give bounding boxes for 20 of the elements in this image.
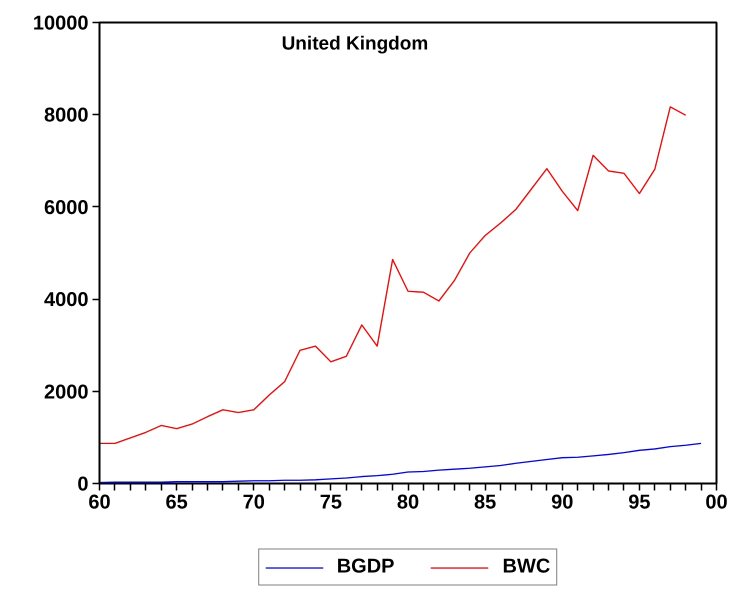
y-tick-label: 4000 (44, 289, 89, 312)
x-tick-label: 60 (88, 492, 111, 514)
x-tick-label: 90 (551, 492, 574, 514)
line-series (100, 442, 702, 484)
x-tick-label: 00 (705, 492, 728, 514)
legend-label: BGDP (336, 556, 395, 578)
x-tick-label: 85 (474, 492, 496, 514)
x-tick-label: 95 (628, 492, 650, 514)
legend-label: BWC (502, 556, 550, 578)
x-tick-label: 75 (320, 492, 342, 514)
x-tick-label: 80 (396, 492, 420, 514)
x-tick-label: 65 (166, 492, 188, 514)
text: United Kingdom (282, 34, 428, 55)
y-tick-label: 8000 (44, 104, 89, 127)
line-series (100, 106, 686, 444)
y-tick-label: 0 (77, 474, 88, 496)
y-tick-label: 10000 (32, 12, 89, 34)
y-tick-label: 2000 (44, 381, 89, 404)
x-tick-label: 70 (242, 492, 265, 514)
y-tick-label: 6000 (44, 196, 89, 219)
